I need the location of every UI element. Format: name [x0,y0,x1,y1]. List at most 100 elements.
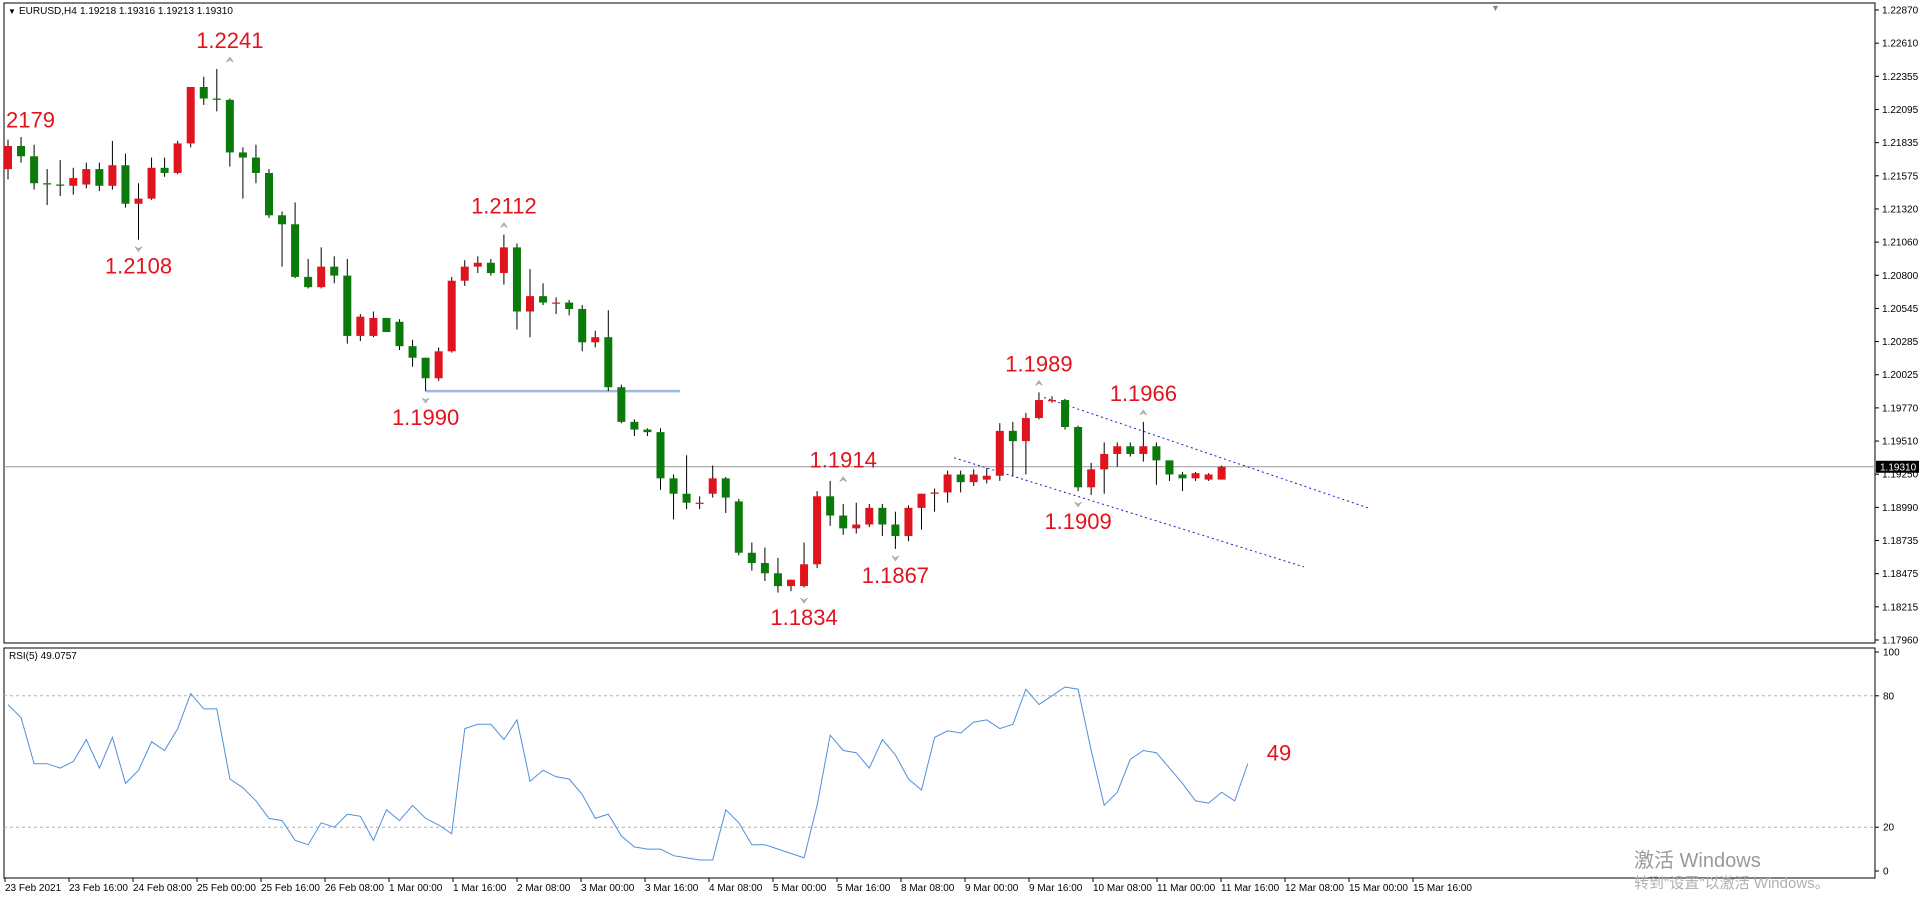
candle-body [291,224,300,277]
candle-body [1021,418,1030,442]
fractal-down-icon [891,555,900,562]
rsi-tick-label: 20 [1883,823,1895,834]
price-tick-label: 1.18475 [1882,569,1919,580]
candle-body [917,493,926,508]
candle-body [591,337,600,343]
candle-body [1034,400,1043,419]
rsi-panel-frame [3,647,1876,879]
rsi-layer: 100 80 20 0 49 [4,648,1900,878]
candle-body [43,183,52,185]
channel-trendline [1044,397,1368,509]
candle-body [408,346,417,358]
current-price-text: 1.19310 [1880,462,1917,473]
candle-body [1008,430,1017,442]
price-tick-label: 1.20800 [1882,271,1919,282]
rsi-tick-label: 80 [1883,691,1895,702]
fractal-down-icon [1074,501,1082,508]
price-tick-label: 1.20285 [1882,337,1919,348]
time-tick-label: 5 Mar 00:00 [773,883,827,894]
price-annotation: 1.1990 [392,405,459,430]
candle-body [434,351,443,379]
candle-body [1165,460,1174,475]
header-arrow-icon[interactable]: ▼ [8,7,16,16]
price-tick-label: 1.22355 [1882,72,1919,83]
candle-body [499,247,508,274]
price-tick-label: 1.20025 [1882,370,1919,381]
price-annotation: 1.1834 [770,605,837,630]
candle-body [930,492,939,494]
candle-body [447,280,456,352]
price-tick-label: 1.21835 [1882,138,1919,149]
candle-body [251,157,260,173]
price-tick-label: 1.21060 [1882,238,1919,249]
price-tick-label: 1.19770 [1882,403,1919,414]
candle-body [278,215,287,225]
candle-body [682,493,691,503]
candle-body [695,502,704,504]
candle-body [265,172,273,216]
candle-body [369,317,378,336]
time-tick-label: 15 Mar 00:00 [1349,883,1408,894]
rsi-last-value-label: 49 [1267,741,1291,766]
candle-body [800,564,809,587]
rsi-tick-label: 100 [1883,648,1900,659]
price-tick-label: 1.19510 [1882,437,1919,448]
price-annotation: 1.1914 [810,448,877,473]
candle-body [578,308,587,343]
candle-body [1217,466,1226,480]
time-tick-label: 3 Mar 16:00 [645,883,699,894]
candle-body [1178,474,1187,479]
candle-body [982,475,991,480]
time-tick-label: 11 Mar 16:00 [1221,883,1280,894]
time-tick-label: 23 Feb 16:00 [69,883,128,894]
candle-body [173,143,182,173]
candle-body [891,524,900,537]
fractal-up-icon [839,476,847,482]
candle-body [56,184,65,186]
candle-body [134,198,143,204]
price-tick-label: 1.22870 [1882,6,1919,17]
candle-body [956,474,965,483]
annotations-layer: 2179 1.2241 1.2108 1.2112 1.1990 1.1914 1.1834… [6,28,1177,630]
price-annotation: 1.2108 [105,254,172,279]
current-price-box [1876,460,1919,473]
candle-body [382,317,391,333]
scroll-marker-icon[interactable]: ▼ [1491,3,1500,13]
time-tick-label: 15 Mar 16:00 [1413,883,1472,894]
candle-body [199,86,208,99]
fractal-up-icon [500,222,508,228]
fractal-up-icon [226,56,234,63]
candle-body [630,421,639,430]
candle-body [539,296,548,303]
candle-body [721,478,730,498]
candle-body [1061,400,1070,428]
candle-body [656,432,665,479]
time-tick-label: 10 Mar 08:00 [1093,883,1152,894]
rsi-header: RSI(5) 49.0757 [9,651,77,662]
candles-layer [4,69,1226,593]
price-tick-label: 1.22095 [1882,105,1919,116]
rsi-tick-label: 0 [1883,867,1889,878]
candle-body [1087,469,1096,488]
candle-body [617,387,626,422]
time-axis: 23 Feb 2021 23 Feb 16:00 24 Feb 08:00 25 Fe… [4,878,1472,894]
candle-body [1048,400,1056,402]
candle-body [186,86,195,144]
time-tick-label: 9 Mar 00:00 [965,883,1019,894]
candle-body [225,99,234,153]
candle-body [1191,473,1200,479]
time-tick-label: 11 Mar 00:00 [1157,883,1216,894]
candle-body [108,165,117,186]
watermark-line1: 激活 Windows [1634,849,1761,872]
candle-body [330,266,339,276]
candle-body [1100,453,1109,470]
candle-body [643,429,652,433]
time-tick-label: 1 Mar 00:00 [389,883,443,894]
candle-body [147,167,156,199]
price-tick-label: 1.21320 [1882,204,1919,215]
candle-body [552,302,561,304]
price-annotation: 1.1989 [1005,351,1072,376]
fractal-up-icon [1139,409,1148,416]
